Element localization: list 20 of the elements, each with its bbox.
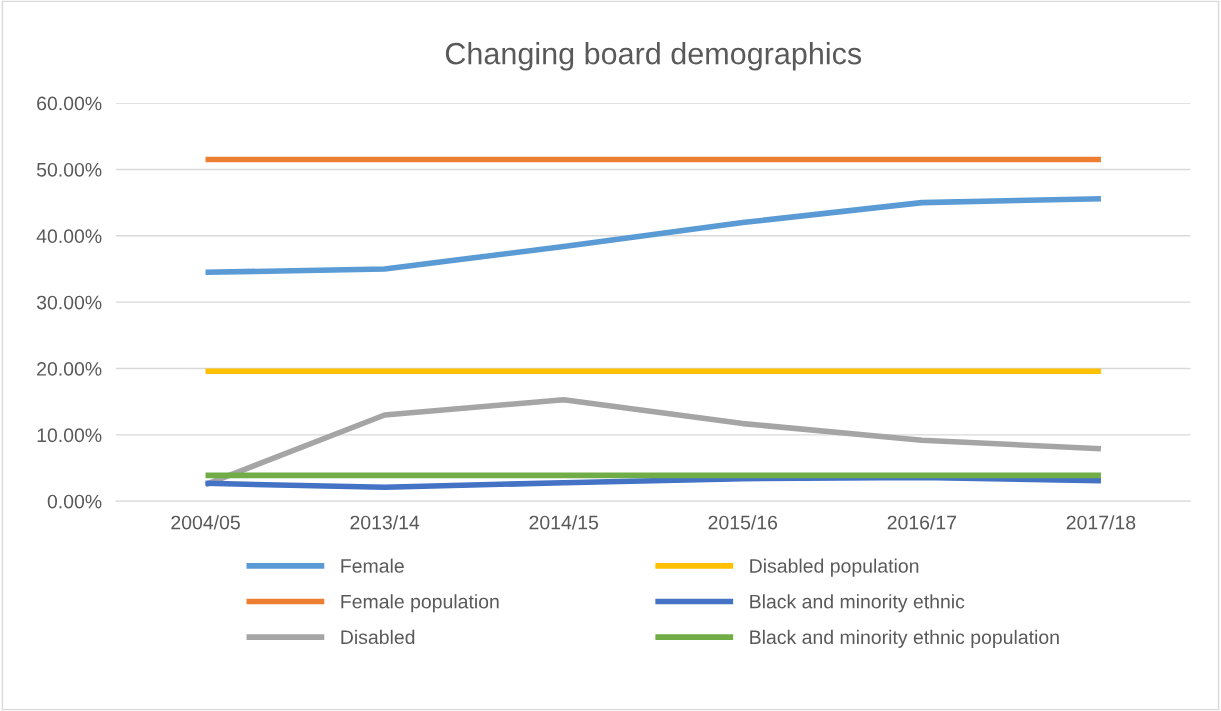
x-tick-label: 2014/15	[529, 515, 599, 530]
x-tick-label: 2017/18	[1066, 515, 1136, 530]
legend-label: Black and minority ethnic population	[750, 629, 1059, 648]
x-tick-label: 2016/17	[887, 515, 957, 530]
legend-label: Female	[341, 558, 404, 573]
legend-label: Female population	[341, 594, 499, 613]
legend-label: Disabled population	[750, 558, 919, 577]
legend-label: Black and minority ethnic	[750, 594, 965, 613]
chart-title: Changing board demographics	[445, 42, 862, 71]
x-tick-label: 2015/16	[708, 515, 778, 530]
y-tick-label: 40.00%	[36, 229, 102, 244]
x-tick-label: 2004/05	[171, 515, 240, 530]
y-tick-label: 20.00%	[37, 362, 102, 376]
y-tick-label: 60.00%	[37, 96, 102, 111]
y-tick-label: 50.00%	[36, 162, 102, 177]
legend-label: Disabled	[341, 629, 415, 645]
y-tick-label: 10.00%	[37, 428, 102, 443]
y-tick-label: 30.00%	[36, 295, 102, 310]
y-tick-label: 0.00%	[47, 494, 102, 509]
x-tick-label: 2013/14	[350, 515, 420, 530]
